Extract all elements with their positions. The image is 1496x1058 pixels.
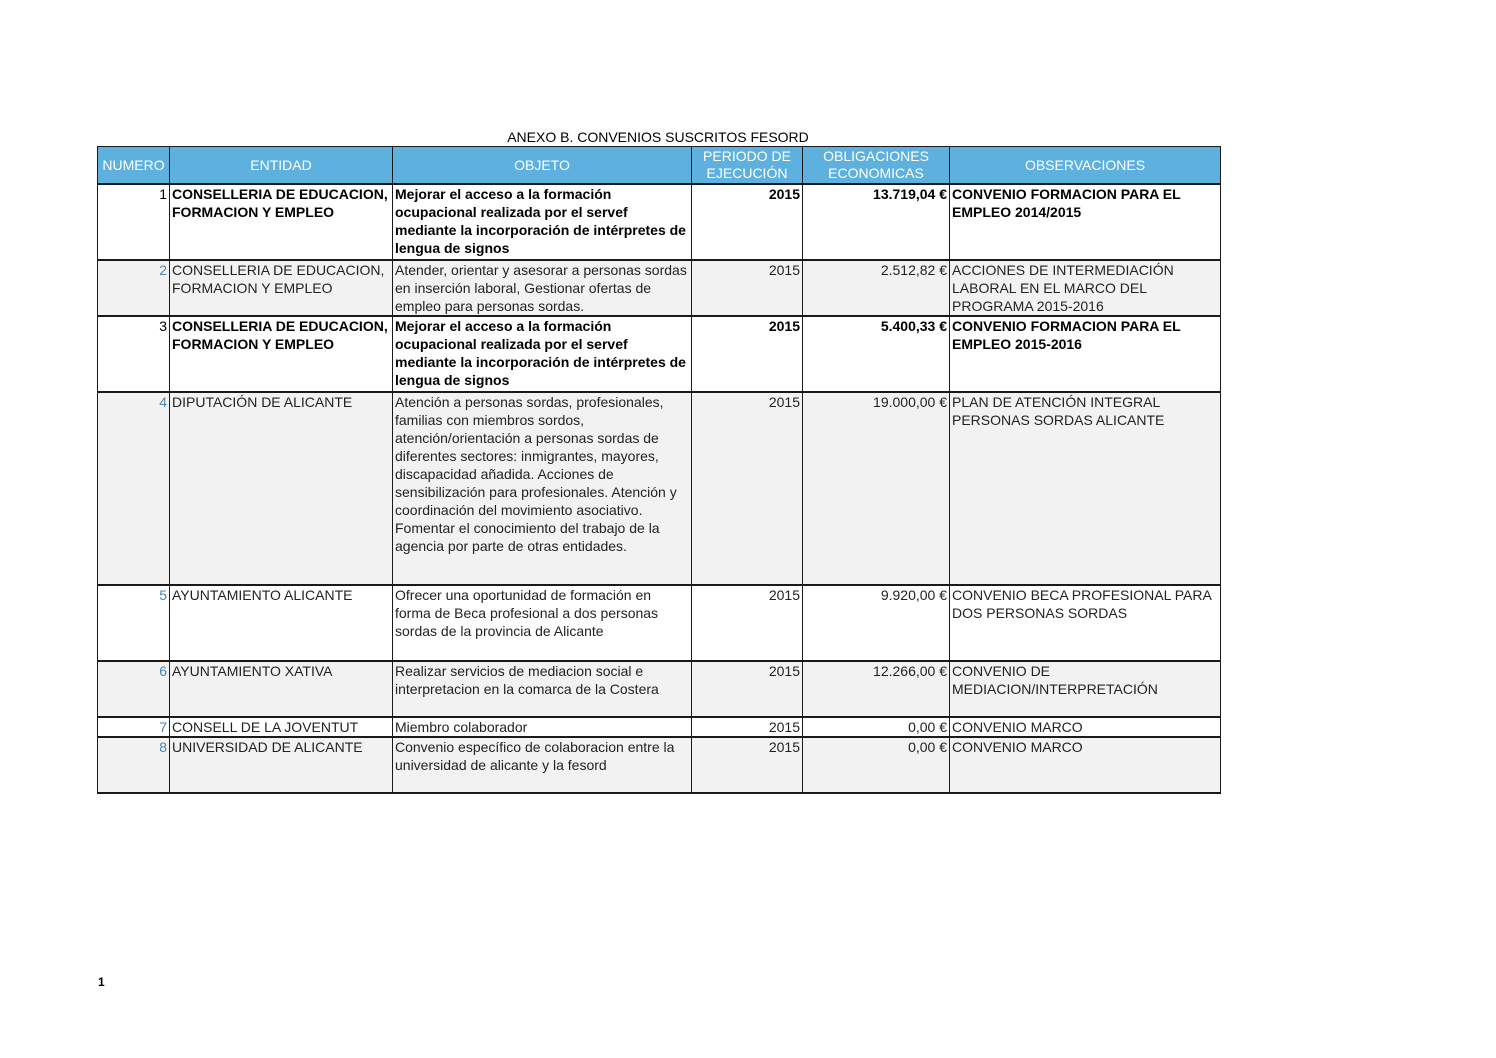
cell-periodo: 2015: [691, 183, 803, 260]
cell-numero: 8: [97, 736, 170, 794]
cell-periodo: 2015: [691, 736, 803, 794]
cell-periodo: 2015: [691, 391, 803, 585]
cell-numero: 2: [97, 259, 170, 316]
cell-numero: 5: [97, 584, 170, 661]
header-objeto: OBJETO: [392, 146, 692, 185]
cell-obligaciones: 5.400,33 €: [802, 315, 950, 392]
cell-observaciones: ACCIONES DE INTERMEDIACIÓN LABORAL EN EL…: [949, 259, 1221, 316]
cell-obligaciones: 0,00 €: [802, 716, 950, 737]
cell-entidad: CONSELL DE LA JOVENTUT: [169, 716, 393, 737]
page-number: 1: [98, 975, 105, 989]
cell-objeto: Convenio específico de colaboracion entr…: [392, 736, 692, 794]
cell-numero: 3: [97, 315, 170, 392]
cell-entidad: DIPUTACIÓN DE ALICANTE: [169, 391, 393, 585]
table-row: 1 CONSELLERIA DE EDUCACION, FORMACION Y E…: [97, 183, 1221, 260]
cell-observaciones: CONVENIO FORMACION PARA EL EMPLEO 2014/2…: [949, 183, 1221, 260]
cell-observaciones: CONVENIO MARCO: [949, 736, 1221, 794]
header-periodo: PERIODO DE EJECUCIÓN: [691, 146, 803, 185]
cell-obligaciones: 0,00 €: [802, 736, 950, 794]
table-row: 5 AYUNTAMIENTO ALICANTE Ofrecer una oportu…: [97, 584, 1221, 661]
cell-periodo: 2015: [691, 315, 803, 392]
cell-objeto: Realizar servicios de mediacion social e…: [392, 660, 692, 717]
header-numero: NUMERO: [97, 146, 170, 185]
cell-periodo: 2015: [691, 660, 803, 717]
cell-objeto: Mejorar el acceso a la formación ocupaci…: [392, 315, 692, 392]
table-row: 4 DIPUTACIÓN DE ALICANTE Atención a person…: [97, 391, 1221, 585]
header-entidad: ENTIDAD: [169, 146, 393, 185]
cell-obligaciones: 12.266,00 €: [802, 660, 950, 717]
cell-entidad: CONSELLERIA DE EDUCACION, FORMACION Y EM…: [169, 315, 393, 392]
document-title: ANEXO B. CONVENIOS SUSCRITOS FESORD: [507, 129, 809, 145]
cell-observaciones: PLAN DE ATENCIÓN INTEGRAL PERSONAS SORDA…: [949, 391, 1221, 585]
header-obligaciones: OBLIGACIONES ECONOMICAS: [802, 146, 950, 185]
cell-entidad: UNIVERSIDAD DE ALICANTE: [169, 736, 393, 794]
cell-obligaciones: 19.000,00 €: [802, 391, 950, 585]
cell-numero: 6: [97, 660, 170, 717]
cell-objeto: Ofrecer una oportunidad de formación en …: [392, 584, 692, 661]
table-row: 8 UNIVERSIDAD DE ALICANTE Convenio específ…: [97, 736, 1221, 794]
table-row: 3 CONSELLERIA DE EDUCACION, FORMACION Y E…: [97, 315, 1221, 392]
table-row: 7 CONSELL DE LA JOVENTUT Miembro colaborad…: [97, 716, 1221, 737]
table-header-row: NUMERO ENTIDAD OBJETO PERIODO DE EJECUCI…: [97, 146, 1221, 185]
cell-obligaciones: 9.920,00 €: [802, 584, 950, 661]
table-row: 2 CONSELLERIA DE EDUCACION, FORMACION Y E…: [97, 259, 1221, 316]
table-row: 6 AYUNTAMIENTO XATIVA Realizar servicios d…: [97, 660, 1221, 717]
cell-entidad: CONSELLERIA DE EDUCACION, FORMACION Y EM…: [169, 183, 393, 260]
cell-observaciones: CONVENIO BECA PROFESIONAL PARA DOS PERSO…: [949, 584, 1221, 661]
convenios-table: NUMERO ENTIDAD OBJETO PERIODO DE EJECUCI…: [97, 146, 1221, 794]
cell-periodo: 2015: [691, 584, 803, 661]
cell-periodo: 2015: [691, 259, 803, 316]
cell-observaciones: CONVENIO MARCO: [949, 716, 1221, 737]
cell-objeto: Atención a personas sordas, profesionale…: [392, 391, 692, 585]
cell-observaciones: CONVENIO DE MEDIACION/INTERPRETACIÓN: [949, 660, 1221, 717]
cell-objeto: Miembro colaborador: [392, 716, 692, 737]
cell-numero: 7: [97, 716, 170, 737]
cell-numero: 4: [97, 391, 170, 585]
cell-objeto: Mejorar el acceso a la formación ocupaci…: [392, 183, 692, 260]
cell-entidad: AYUNTAMIENTO XATIVA: [169, 660, 393, 717]
cell-periodo: 2015: [691, 716, 803, 737]
cell-obligaciones: 13.719,04 €: [802, 183, 950, 260]
header-observaciones: OBSERVACIONES: [949, 146, 1221, 185]
cell-objeto: Atender, orientar y asesorar a personas …: [392, 259, 692, 316]
cell-obligaciones: 2.512,82 €: [802, 259, 950, 316]
cell-entidad: AYUNTAMIENTO ALICANTE: [169, 584, 393, 661]
cell-numero: 1: [97, 183, 170, 260]
cell-observaciones: CONVENIO FORMACION PARA EL EMPLEO 2015-2…: [949, 315, 1221, 392]
cell-entidad: CONSELLERIA DE EDUCACION, FORMACION Y EM…: [169, 259, 393, 316]
